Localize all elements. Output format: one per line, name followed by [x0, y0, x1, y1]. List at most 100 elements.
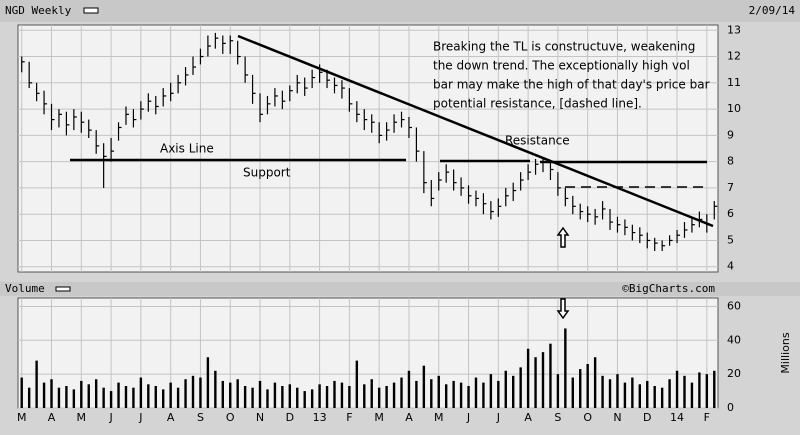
x-tick-label: S	[197, 411, 204, 424]
x-tick-label: J	[108, 411, 112, 424]
y-tick-label: 60	[727, 299, 741, 312]
volume-bar	[325, 386, 329, 408]
y-tick-label: 20	[727, 367, 741, 380]
y-tick-label: 5	[727, 233, 734, 246]
volume-bar	[437, 375, 440, 408]
volume-bar	[50, 379, 53, 408]
volume-bar	[191, 375, 195, 408]
volume-bar	[199, 377, 202, 408]
y-tick-label: 13	[727, 23, 741, 36]
x-tick-label: M	[17, 411, 27, 424]
volume-bar	[504, 370, 507, 408]
volume-bar	[94, 379, 98, 408]
y-tick-label: 40	[727, 333, 741, 346]
volume-bar	[363, 384, 366, 408]
x-tick-label: A	[524, 411, 532, 424]
y-tick-label: 8	[727, 155, 734, 168]
volume-bar	[102, 387, 105, 408]
x-tick-label: O	[583, 411, 592, 424]
volume-bar	[660, 387, 664, 408]
volume-bar	[653, 386, 656, 408]
y-tick-label: 0	[727, 401, 734, 414]
volume-bar	[497, 380, 500, 408]
volume-bar	[385, 386, 388, 408]
volume-bar	[407, 370, 411, 408]
volume-bar	[392, 382, 396, 408]
y-tick-label: 4	[727, 260, 734, 273]
y-tick-label: 6	[727, 207, 734, 220]
axis-line-label: Axis Line	[160, 142, 214, 156]
x-tick-label: D	[643, 411, 651, 424]
annotation-text: bar may make the high of that day's pric…	[433, 78, 710, 92]
volume-bar	[690, 382, 694, 408]
volume-bar	[20, 377, 23, 408]
volume-bar	[601, 375, 604, 408]
annotation-text: potential resistance, [dashed line].	[433, 97, 642, 111]
volume-bar	[184, 379, 187, 408]
volume-bar	[348, 386, 351, 408]
volume-bar	[713, 370, 716, 408]
y-tick-label: 10	[727, 102, 741, 115]
x-tick-label: O	[226, 411, 235, 424]
up-arrow	[556, 226, 570, 248]
y-tick-label: 12	[727, 50, 741, 63]
volume-bar	[631, 377, 634, 408]
volume-bar	[214, 370, 217, 408]
volume-bar	[467, 386, 470, 408]
volume-bar	[154, 386, 157, 408]
volume-title: Volume	[5, 282, 45, 295]
volume-bar	[638, 384, 642, 408]
header-bar	[0, 0, 800, 22]
volume-bar	[668, 379, 671, 408]
volume-bar	[169, 382, 172, 408]
volume-bar	[422, 365, 426, 408]
volume-bar	[519, 367, 522, 408]
volume-bar	[579, 369, 582, 408]
x-tick-label: 13	[313, 411, 327, 424]
volume-bar	[541, 352, 545, 408]
volume-bar	[124, 386, 128, 408]
volume-bar	[586, 364, 589, 408]
volume-bar	[675, 370, 679, 408]
y-axis-label: Millions	[779, 332, 792, 373]
volume-bar	[243, 386, 247, 408]
x-tick-label: J	[496, 411, 500, 424]
volume-bar	[266, 389, 269, 408]
down-arrow	[556, 298, 570, 320]
volume-bar	[571, 377, 574, 408]
x-tick-label: J	[466, 411, 470, 424]
volume-bar	[72, 389, 76, 408]
volume-bar	[333, 380, 336, 408]
x-tick-label: M	[77, 411, 87, 424]
x-tick-label: J	[138, 411, 142, 424]
volume-bar	[132, 387, 135, 408]
volume-bar	[616, 374, 619, 408]
x-tick-label: M	[434, 411, 444, 424]
volume-bar	[57, 387, 61, 408]
volume-bar	[273, 382, 277, 408]
date-label: 2/09/14	[749, 4, 796, 17]
volume-bar	[512, 375, 515, 408]
volume-bar	[87, 384, 90, 408]
volume-bar	[65, 386, 68, 408]
volume-bar	[80, 380, 83, 408]
price-panel	[17, 24, 719, 273]
x-tick-label: F	[704, 411, 710, 424]
volume-bar	[281, 386, 284, 408]
volume-header-bar	[0, 282, 800, 296]
x-tick-label: M	[374, 411, 384, 424]
volume-bar	[564, 328, 567, 408]
annotation-text: the down trend. The exceptionally high v…	[433, 59, 690, 73]
annotation-text: Breaking the TL is constructuve, weakeni…	[433, 40, 695, 54]
volume-bar	[318, 384, 321, 408]
volume-bar	[430, 379, 433, 408]
volume-bar	[646, 380, 649, 408]
x-tick-label: N	[613, 411, 621, 424]
volume-bar	[608, 379, 612, 408]
volume-bar	[340, 382, 344, 408]
source-label: ©BigCharts.com	[622, 282, 715, 295]
x-tick-label: A	[405, 411, 413, 424]
volume-bar	[370, 379, 373, 408]
trend-line	[237, 34, 714, 228]
